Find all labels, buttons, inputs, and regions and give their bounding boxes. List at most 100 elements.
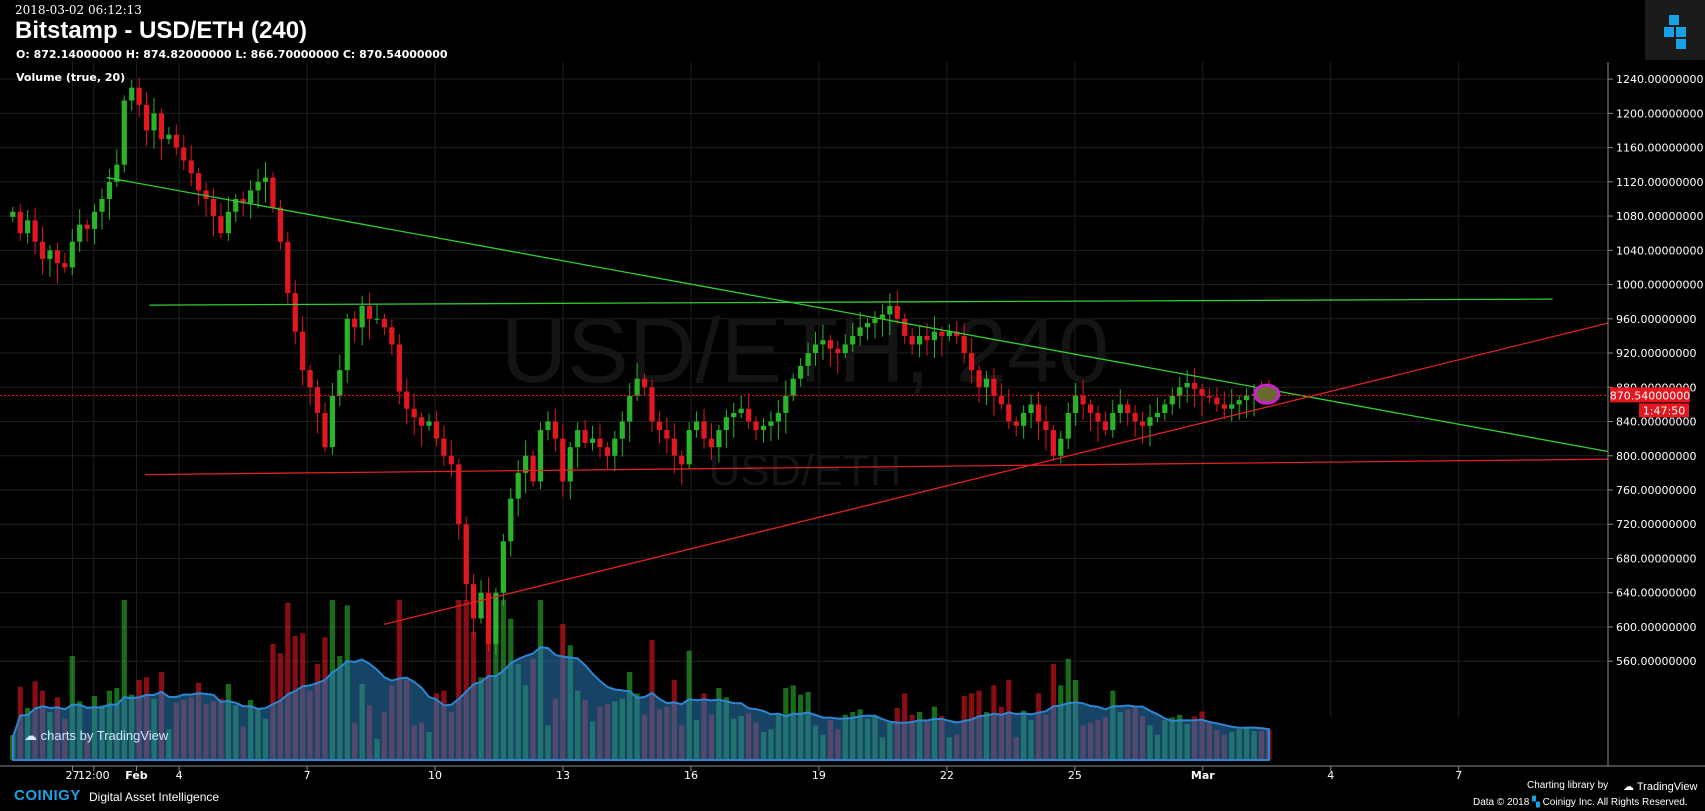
candle-body — [902, 318, 908, 336]
copyright-text-2: Coinigy Inc. All Rights Reserved. — [1542, 797, 1688, 808]
candle-body — [998, 395, 1004, 405]
candle-body — [1087, 404, 1094, 413]
x-tick-label: 27 — [66, 769, 80, 782]
volume-study-label[interactable]: Volume (true, 20) — [16, 71, 126, 84]
candle-body — [508, 498, 514, 542]
candle-body — [1102, 421, 1108, 431]
x-tick-label: 13 — [556, 769, 570, 782]
candle-body — [612, 438, 618, 456]
candle-body — [515, 472, 521, 499]
tradingview-cloud-icon: ☁ — [24, 728, 37, 743]
candle-body — [344, 318, 350, 371]
candle-body — [300, 331, 306, 371]
coinigy-logo[interactable] — [1645, 0, 1705, 60]
candle-body — [976, 370, 982, 388]
x-tick-label: 19 — [812, 769, 826, 782]
tradingview-link[interactable]: ☁ TradingView — [1623, 780, 1697, 793]
candle-body — [91, 211, 98, 229]
candle-body — [1147, 417, 1153, 426]
candle-body — [1073, 395, 1079, 413]
candle-body — [656, 421, 663, 431]
candle-body — [485, 592, 492, 645]
candle-body — [850, 335, 856, 345]
candle-body — [983, 378, 990, 388]
candle-body — [463, 524, 469, 585]
candle-body — [248, 190, 254, 204]
candle-body — [1013, 421, 1019, 426]
trendline — [149, 298, 1553, 306]
candle-body — [1065, 412, 1071, 439]
tradingview-badge[interactable]: ☁ charts by TradingView — [24, 728, 168, 744]
x-tick-label: 4 — [1327, 769, 1334, 782]
candle-body — [1162, 404, 1168, 413]
candle-body — [1154, 412, 1161, 418]
highlight-circle — [1253, 383, 1281, 405]
candle-body — [545, 421, 551, 431]
volume-bar — [456, 600, 462, 760]
candle-body — [1043, 421, 1049, 431]
y-tick-label: 720.00000000 — [1616, 518, 1696, 531]
candle-body — [418, 417, 425, 426]
candle-body — [946, 331, 952, 336]
candle-body — [255, 181, 261, 191]
y-tick-label: 680.00000000 — [1616, 552, 1696, 565]
candle-body — [582, 430, 588, 443]
candle-body — [478, 592, 484, 619]
candle-body — [887, 305, 893, 315]
candle-body — [218, 216, 224, 234]
candle-body — [1035, 404, 1042, 422]
candle-body — [1132, 412, 1138, 422]
candle-body — [62, 263, 68, 268]
candle-body — [173, 134, 179, 148]
volume-bar — [285, 602, 291, 760]
candle-body — [143, 104, 150, 131]
candle-body — [664, 430, 670, 439]
candle-body — [359, 305, 365, 328]
candle-body — [441, 438, 447, 456]
candle-body — [798, 365, 804, 379]
candle-body — [805, 353, 811, 366]
y-tick-label: 1160.00000000 — [1616, 142, 1703, 155]
candle-body — [641, 378, 648, 388]
candle-body — [292, 293, 298, 332]
candle-body — [337, 370, 343, 396]
candle-body — [738, 408, 744, 413]
candle-body — [1191, 383, 1198, 389]
candle-body — [775, 412, 781, 422]
y-tick-label: 1240.00000000 — [1616, 73, 1703, 86]
candle-body — [597, 438, 603, 448]
candle-body — [1214, 397, 1220, 405]
candle-body — [589, 438, 596, 443]
candle-body — [426, 421, 432, 426]
candle-body — [210, 198, 217, 217]
candle-body — [679, 455, 685, 465]
y-tick-label: 760.00000000 — [1616, 484, 1696, 497]
last-price-label: 870.54000000 — [1610, 389, 1690, 402]
candle-body — [872, 318, 878, 324]
candle-body — [649, 387, 655, 422]
candle-body — [32, 220, 38, 242]
y-tick-label: 1120.00000000 — [1616, 176, 1703, 189]
trendlines — [106, 176, 1609, 626]
y-tick-label: 560.00000000 — [1616, 655, 1696, 668]
y-tick-label: 1040.00000000 — [1616, 244, 1703, 257]
candle-body — [1184, 383, 1190, 388]
candle-body — [783, 395, 789, 413]
candle-body — [389, 327, 395, 345]
candle-body — [151, 113, 157, 131]
candle-body — [753, 421, 759, 431]
candle-body — [835, 348, 841, 354]
candle-body — [433, 421, 440, 439]
candle-body — [969, 353, 975, 371]
y-tick-label: 840.00000000 — [1616, 416, 1696, 429]
candle-body — [500, 541, 506, 593]
candle-body — [181, 147, 187, 161]
y-tick-label: 600.00000000 — [1616, 621, 1696, 634]
candle-body — [1206, 395, 1213, 398]
candle-body — [270, 177, 276, 208]
candle-body — [552, 421, 558, 439]
coinigy-logo-icon — [1664, 15, 1686, 49]
candle-body — [768, 421, 774, 426]
candle-body — [701, 421, 707, 439]
